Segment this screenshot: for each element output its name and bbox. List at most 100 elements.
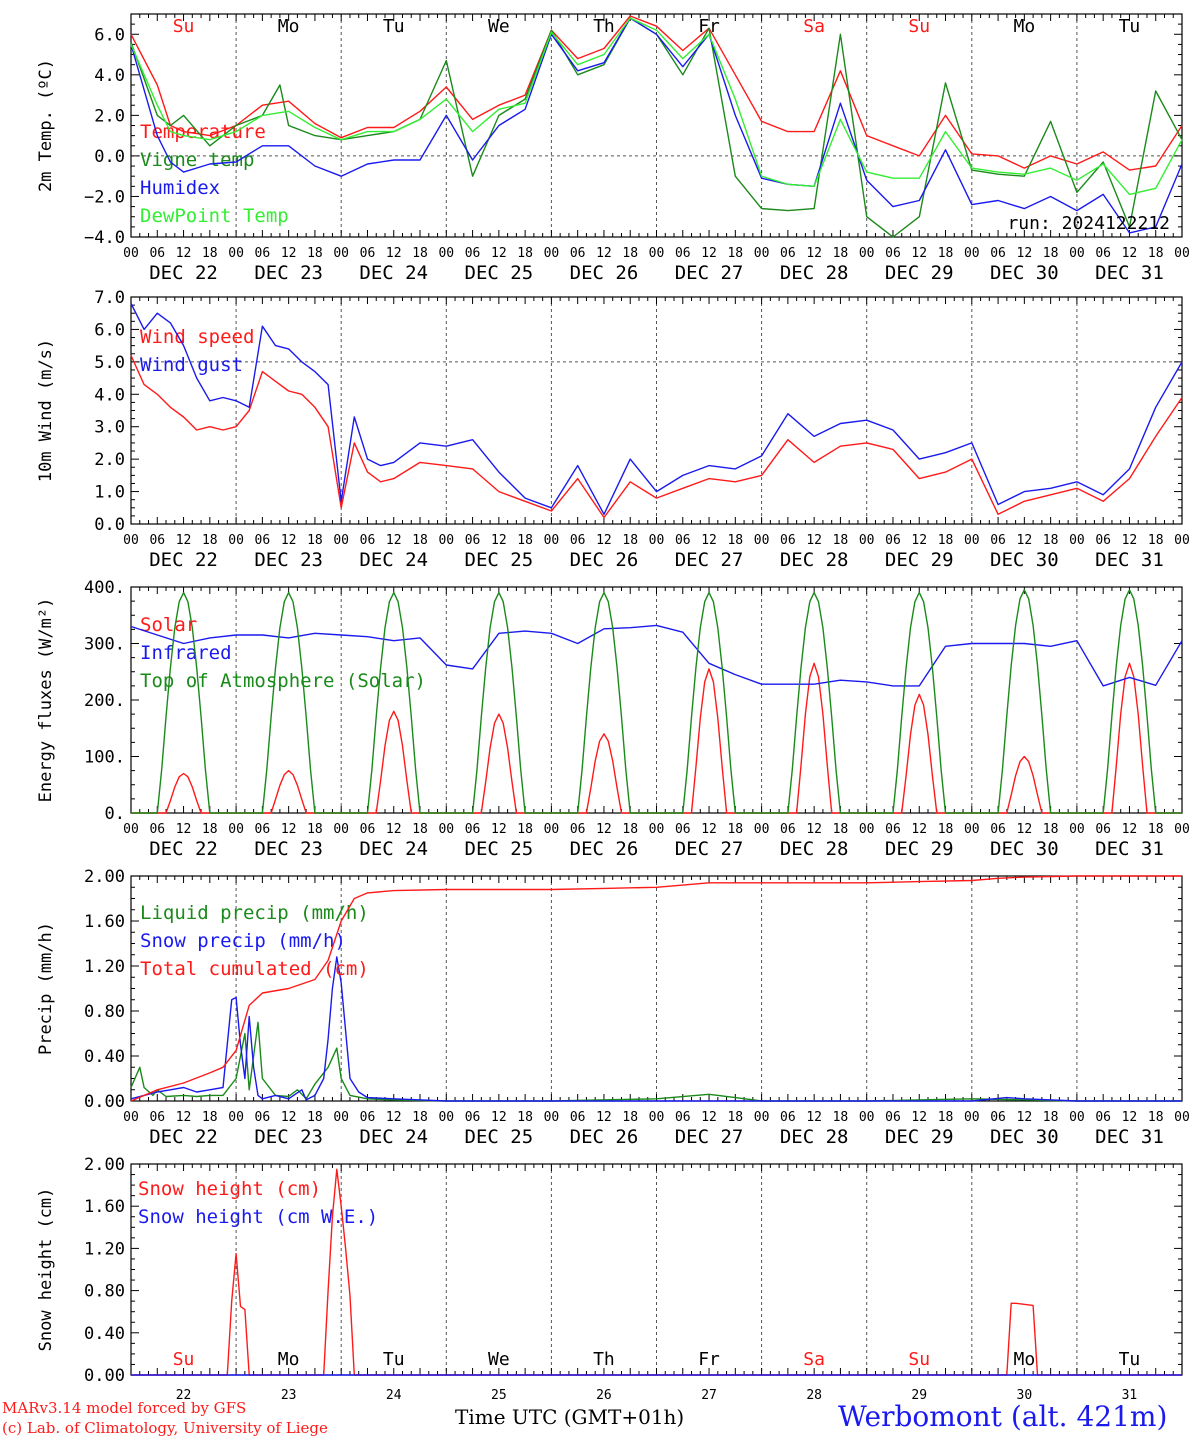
date-label: DEC 27 — [675, 549, 744, 571]
hour-tick-label: 18 — [727, 1110, 743, 1125]
hour-tick-label: 06 — [465, 1110, 481, 1125]
hour-tick-label: 06 — [675, 533, 691, 548]
legend-entry: Infrared — [140, 642, 232, 664]
day-number-label: 23 — [281, 1388, 297, 1403]
hour-tick-label: 00 — [544, 246, 560, 261]
hour-tick-label: 00 — [544, 822, 560, 837]
hour-tick-label: 18 — [517, 1110, 533, 1125]
date-label: DEC 24 — [359, 549, 428, 571]
weekday-label: Su — [173, 16, 195, 37]
hour-tick-label: 18 — [833, 246, 849, 261]
hour-tick-label: 00 — [964, 246, 980, 261]
hour-tick-label: 00 — [544, 533, 560, 548]
hour-tick-label: 12 — [386, 533, 402, 548]
y-tick-label: 0.0 — [94, 147, 125, 167]
hour-tick-label: 00 — [333, 822, 349, 837]
hour-tick-label: 06 — [885, 1110, 901, 1125]
hour-tick-label: 00 — [123, 1110, 139, 1125]
hour-tick-label: 06 — [780, 1110, 796, 1125]
weekday-label: Mo — [1014, 1349, 1036, 1370]
y-tick-label: 6.0 — [94, 320, 125, 340]
hour-tick-label: 12 — [596, 533, 612, 548]
date-label: DEC 23 — [254, 549, 323, 571]
hour-tick-label: 18 — [307, 822, 323, 837]
hour-tick-label: 18 — [727, 246, 743, 261]
hour-tick-label: 12 — [281, 1110, 297, 1125]
weekday-label: Su — [908, 16, 930, 37]
hour-tick-label: 12 — [596, 1110, 612, 1125]
hour-tick-label: 00 — [859, 822, 875, 837]
hour-tick-label: 00 — [964, 533, 980, 548]
hour-tick-label: 00 — [228, 1110, 244, 1125]
hour-tick-label: 12 — [806, 1110, 822, 1125]
hour-tick-label: 06 — [360, 533, 376, 548]
date-label: DEC 25 — [465, 1126, 534, 1148]
hour-tick-label: 06 — [570, 1110, 586, 1125]
hour-tick-label: 18 — [1148, 822, 1164, 837]
hour-tick-label: 18 — [517, 246, 533, 261]
date-label: DEC 30 — [990, 549, 1059, 571]
y-tick-label: 0.00 — [84, 1092, 125, 1112]
hour-tick-label: 12 — [1017, 246, 1033, 261]
hour-tick-label: 00 — [754, 246, 770, 261]
hour-tick-label: 12 — [281, 533, 297, 548]
hour-tick-label: 12 — [176, 533, 192, 548]
weekday-label: Th — [593, 16, 615, 37]
weekday-label: We — [488, 16, 510, 37]
date-label: DEC 28 — [780, 262, 849, 284]
legend-entry: Solar — [140, 614, 197, 636]
hour-tick-label: 18 — [938, 246, 954, 261]
hour-tick-label: 12 — [911, 246, 927, 261]
hour-tick-label: 00 — [438, 246, 454, 261]
date-label: DEC 31 — [1095, 262, 1164, 284]
y-tick-label: 1.60 — [84, 1197, 125, 1217]
hour-tick-label: 12 — [1017, 533, 1033, 548]
hour-tick-label: 06 — [990, 246, 1006, 261]
hour-tick-label: 18 — [307, 533, 323, 548]
hour-tick-label: 12 — [596, 822, 612, 837]
series-line-total-cumulated-cm- — [130, 875, 1182, 1102]
hour-tick-label: 12 — [1017, 822, 1033, 837]
hour-tick-label: 18 — [938, 822, 954, 837]
hour-tick-label: 06 — [255, 1110, 271, 1125]
hour-tick-label: 18 — [1148, 246, 1164, 261]
hour-tick-label: 18 — [202, 1110, 218, 1125]
date-label: DEC 29 — [885, 1126, 954, 1148]
y-tick-label: 2.0 — [94, 106, 125, 126]
date-label: DEC 25 — [465, 262, 534, 284]
date-label: DEC 26 — [570, 549, 639, 571]
hour-tick-label: 06 — [149, 1110, 165, 1125]
hour-tick-label: 06 — [465, 533, 481, 548]
hour-tick-label: 00 — [859, 533, 875, 548]
legend-entry: Wind speed — [140, 326, 254, 348]
hour-tick-label: 12 — [1122, 246, 1138, 261]
day-number-label: 24 — [386, 1388, 402, 1403]
hour-tick-label: 18 — [727, 533, 743, 548]
y-axis-label: Snow height (cm) — [36, 1188, 56, 1352]
date-label: DEC 24 — [359, 262, 428, 284]
hour-tick-label: 00 — [859, 1110, 875, 1125]
hour-tick-label: 06 — [675, 822, 691, 837]
date-label: DEC 26 — [570, 1126, 639, 1148]
hour-tick-label: 00 — [123, 246, 139, 261]
hour-tick-label: 12 — [596, 246, 612, 261]
day-number-label: 26 — [596, 1388, 612, 1403]
y-tick-label: 100. — [84, 748, 125, 768]
hour-tick-label: 12 — [176, 822, 192, 837]
weekday-label: Tu — [383, 1349, 405, 1370]
hour-tick-label: 12 — [1017, 1110, 1033, 1125]
hour-tick-label: 06 — [570, 246, 586, 261]
y-tick-label: 4.0 — [94, 66, 125, 86]
hour-tick-label: 06 — [1095, 1110, 1111, 1125]
y-tick-label: 0.00 — [84, 1366, 125, 1386]
y-tick-label: 1.0 — [94, 483, 125, 503]
hour-tick-label: 18 — [307, 1110, 323, 1125]
hour-tick-label: 00 — [754, 533, 770, 548]
series-line-infrared — [130, 624, 1183, 687]
date-label: DEC 29 — [885, 549, 954, 571]
y-tick-label: 0.80 — [84, 1002, 125, 1022]
hour-tick-label: 00 — [859, 246, 875, 261]
legend-entry: Humidex — [140, 177, 220, 199]
hour-tick-label: 00 — [649, 246, 665, 261]
